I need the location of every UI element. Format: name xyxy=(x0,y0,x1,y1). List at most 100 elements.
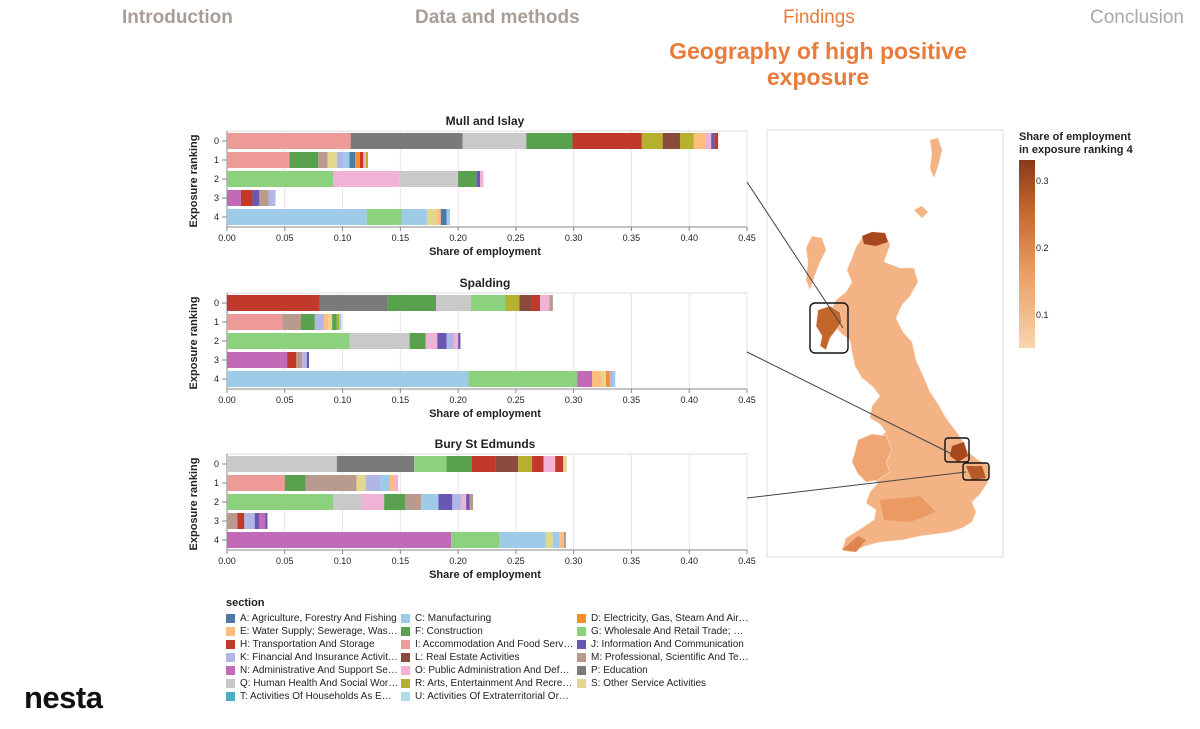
bar-segment-o xyxy=(425,333,438,349)
x-tick-label: 0.20 xyxy=(449,395,467,405)
bar-segment-f xyxy=(409,333,426,349)
highlight-box-bury-st-edmunds xyxy=(962,462,990,481)
legend-item-f: F: Construction xyxy=(401,625,577,637)
map-highlands-dark xyxy=(862,232,888,246)
bar-segment-r xyxy=(365,152,368,168)
bar-segment-h xyxy=(471,456,496,472)
x-tick-label: 0.45 xyxy=(738,556,756,566)
legend-swatch xyxy=(226,652,235,662)
legend-swatch xyxy=(226,665,235,675)
legend-swatch xyxy=(401,691,410,701)
legend-item-j: J: Information And Communication xyxy=(577,638,752,650)
legend-label: R: Arts, Entertainment And Recre… xyxy=(415,677,573,689)
bar-segment-n xyxy=(577,371,593,387)
legend-item-t: T: Activities Of Households As E… xyxy=(226,690,401,702)
bar-segment-m xyxy=(549,295,553,311)
bar-segment-d xyxy=(355,152,360,168)
colorbar-title-line-2: in exposure ranking 4 xyxy=(1019,144,1133,156)
bar-segment-r xyxy=(336,314,340,330)
legend-swatch xyxy=(401,639,410,649)
legend-swatch xyxy=(226,691,235,701)
bar-segment-o xyxy=(540,295,550,311)
bar-segment-o xyxy=(361,494,385,510)
y-axis-label: Exposure ranking xyxy=(188,297,200,390)
y-tick-label: 3 xyxy=(214,193,219,203)
bar-segment-i xyxy=(227,314,283,330)
y-tick-label: 1 xyxy=(214,478,219,488)
y-tick-label: 2 xyxy=(214,174,219,184)
legend-swatch xyxy=(401,613,410,623)
bar-segment-q xyxy=(333,494,362,510)
legend-item-s: S: Other Service Activities xyxy=(577,677,752,689)
chart-title: Spalding xyxy=(460,276,511,290)
x-tick-label: 0.15 xyxy=(392,233,410,243)
bar-segment-j xyxy=(711,133,715,149)
x-tick-label: 0.20 xyxy=(449,233,467,243)
bar-segment-m xyxy=(469,494,474,510)
legend-item-u: U: Activities Of Extraterritorial Or… xyxy=(401,690,577,702)
bar-segment-c xyxy=(446,209,451,225)
x-tick-label: 0.45 xyxy=(738,395,756,405)
bar-segment-h xyxy=(237,513,245,529)
page-title: Geography of high positive exposure xyxy=(669,38,967,90)
x-tick-label: 0.25 xyxy=(507,395,525,405)
colorbar-tick-0-2: 0.2 xyxy=(1036,243,1049,253)
bar-segment-j xyxy=(306,352,310,368)
x-tick-label: 0.40 xyxy=(680,395,698,405)
bar-segment-j xyxy=(458,333,461,349)
bar-segment-n xyxy=(227,190,241,206)
legend-swatch xyxy=(577,639,586,649)
bar-segment-a xyxy=(349,152,356,168)
bar-segment-k xyxy=(452,494,462,510)
bar-segment-q xyxy=(399,171,459,187)
legend-swatch xyxy=(577,665,586,675)
bar-segment-e xyxy=(693,133,706,149)
x-tick-label: 0.40 xyxy=(680,233,698,243)
y-tick-label: 0 xyxy=(214,459,219,469)
legend-item-l: L: Real Estate Activities xyxy=(401,651,577,663)
bar-segment-f xyxy=(300,314,315,330)
bar-segment-j xyxy=(265,513,268,529)
legend-swatch xyxy=(226,639,235,649)
chart-panel-3: Bury St Edmunds 0.00 0.05 0.10 0.15 0.20 0.25 0… xyxy=(188,437,756,581)
legend-swatch xyxy=(401,626,410,636)
legend-swatch xyxy=(226,626,235,636)
bar-segment-m xyxy=(259,190,269,206)
bar-segment-f xyxy=(284,475,306,491)
x-tick-label: 0.30 xyxy=(565,233,583,243)
bar-segment-n xyxy=(227,532,452,548)
nav-findings[interactable]: Findings xyxy=(783,7,855,28)
bar-segment-h xyxy=(227,295,320,311)
legend-label: A: Agriculture, Forestry And Fishing xyxy=(240,612,397,624)
map-shetland xyxy=(930,138,942,178)
bar-segment-g xyxy=(366,209,402,225)
legend-swatch xyxy=(577,652,586,662)
x-tick-label: 0.40 xyxy=(680,556,698,566)
bar-segment-m xyxy=(282,314,301,330)
bar-segment-k xyxy=(302,352,307,368)
bar-segment-h xyxy=(532,456,544,472)
x-axis-label: Share of employment xyxy=(429,408,541,420)
legend-item-k: K: Financial And Insurance Activit… xyxy=(226,651,401,663)
bar-segment-k xyxy=(609,371,613,387)
legend-label: N: Administrative And Support Se… xyxy=(240,664,398,676)
bar-segment-r xyxy=(505,295,520,311)
bar-segment-e xyxy=(559,532,565,548)
chart-panel-1: Mull and Islay 0.00 0.05 0.10 0.15 0.20 0.25 0.… xyxy=(188,114,756,258)
bar-segment-l xyxy=(662,133,680,149)
map-orkney xyxy=(914,206,928,218)
nav-conclusion[interactable]: Conclusion xyxy=(1090,7,1184,28)
bar-segment-c xyxy=(499,532,546,548)
x-tick-label: 0.05 xyxy=(276,233,294,243)
bar-segment-h xyxy=(240,190,253,206)
bar-segment-k xyxy=(446,333,454,349)
legend-label: Q: Human Health And Social Wor… xyxy=(240,677,399,689)
nav-data-and-methods[interactable]: Data and methods xyxy=(415,7,580,28)
x-tick-label: 0.30 xyxy=(565,395,583,405)
x-tick-label: 0.00 xyxy=(218,233,236,243)
x-tick-label: 0.25 xyxy=(507,233,525,243)
bar-segment-h xyxy=(287,352,297,368)
nav-introduction[interactable]: Introduction xyxy=(122,7,233,28)
legend-label: S: Other Service Activities xyxy=(591,677,707,689)
